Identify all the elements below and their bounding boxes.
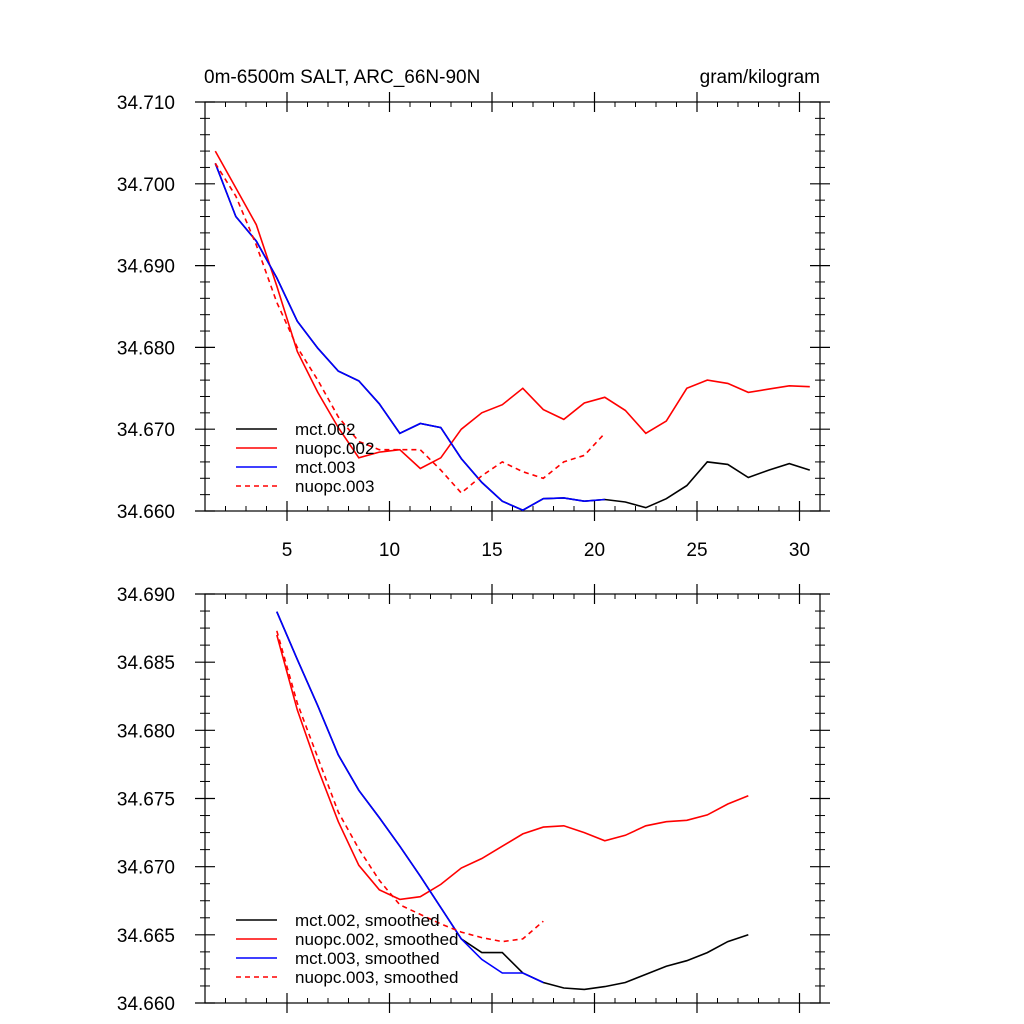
y-tick-label: 34.680 [117,338,175,359]
y-tick-label: 34.670 [117,420,175,441]
upper-plot-panel: 5 10 15 20 25 30 34.660 34.670 34.680 34.690 34.70… [117,92,830,561]
units-label: gram/kilogram [700,67,820,88]
lower-plot-panel: 34.660 34.665 34.670 34.675 34.680 34.685 34.6… [117,584,830,1015]
y-tick-label: 34.690 [117,257,175,278]
series-line-mct-003-smoothed [276,611,544,984]
y-tick-label: 34.690 [117,585,175,606]
y-tick-label: 34.685 [117,653,175,674]
y-tick-label: 34.710 [117,93,175,114]
x-tick-label: 30 [789,540,810,561]
series-line-nuopc-002-smoothed [276,634,749,901]
y-tick-label: 34.680 [117,721,175,742]
x-tick-label: 20 [584,540,605,561]
series-line-nuopc-002 [214,150,810,470]
x-tick-label: 15 [481,540,502,561]
legend-label: nuopc.002, smoothed [295,930,459,949]
x-tick-label: 25 [686,540,707,561]
legend-label: nuopc.003 [295,477,374,496]
legend-label: mct.003, smoothed [295,949,440,968]
series-line-nuopc-003-smoothed [276,630,544,943]
legend-label: mct.002 [295,420,355,439]
legend-label: mct.003 [295,458,355,477]
x-tick-label: 10 [379,540,400,561]
y-tick-label: 34.660 [117,994,175,1015]
y-tick-label: 34.700 [117,175,175,196]
y-tick-label: 34.670 [117,858,175,879]
legend-label: nuopc.002 [295,439,374,458]
x-tick-label: 5 [282,540,293,561]
series-line-nuopc-003 [214,162,606,495]
y-tick-label: 34.675 [117,790,175,811]
y-tick-label: 34.665 [117,926,175,947]
legend-label: mct.002, smoothed [295,911,440,930]
chart-title: 0m-6500m SALT, ARC_66N-90N [204,67,480,88]
legend-label: nuopc.003, smoothed [295,968,459,987]
y-tick-label: 34.660 [117,502,175,523]
series-line-mct-003 [214,163,605,512]
